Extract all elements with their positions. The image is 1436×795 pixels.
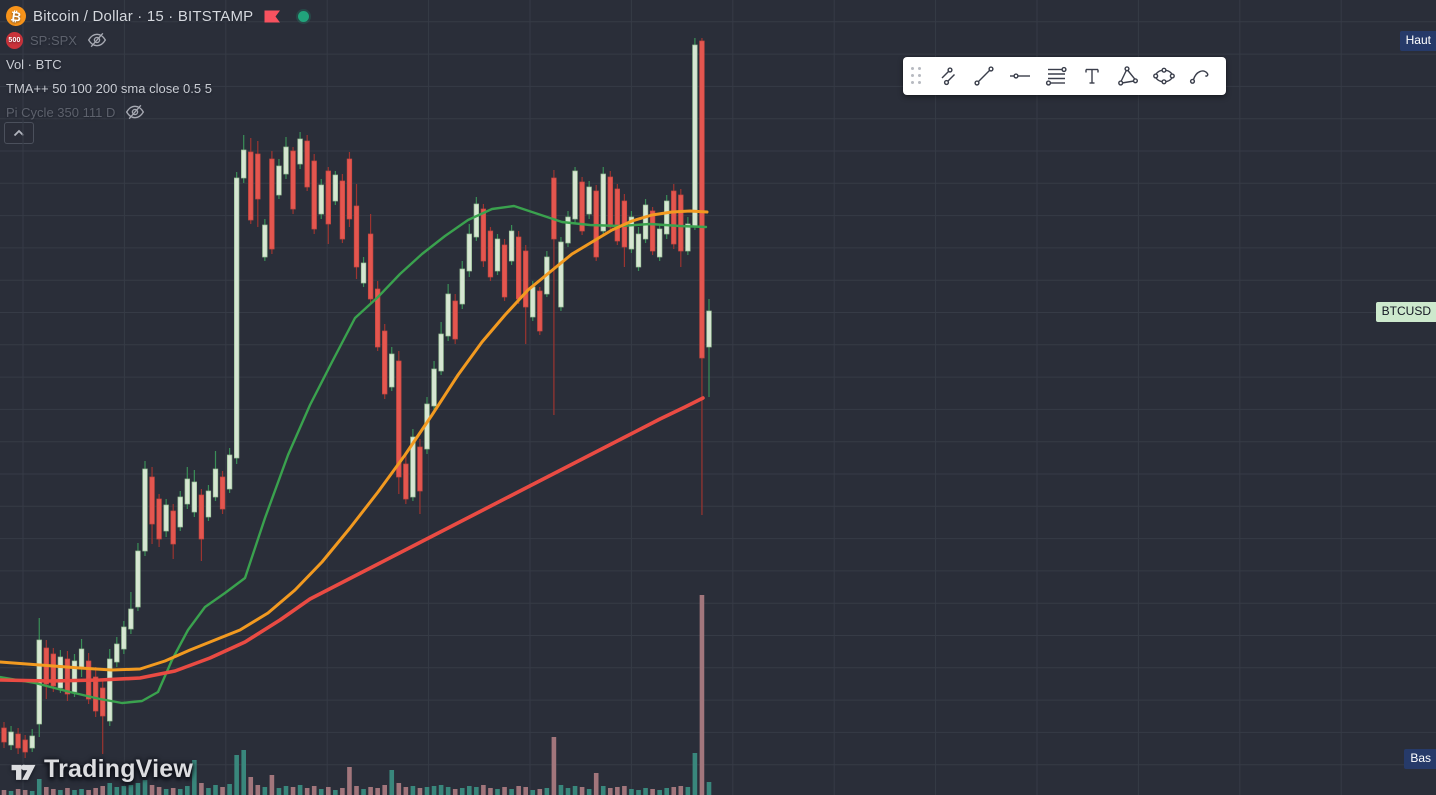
eye-hidden-icon[interactable]	[125, 102, 145, 122]
volume-layer	[1, 595, 712, 795]
ellipse-icon	[1153, 67, 1175, 85]
compare-symbol-row[interactable]: 500 SP:SPX	[6, 28, 309, 52]
chart-legend: ₿ Bitcoin / Dollar · 15 · BITSTAMP 500 S…	[4, 4, 310, 124]
drawing-toolbar	[903, 57, 1226, 95]
horizontal-line-icon	[1010, 73, 1030, 79]
fib-retracement-tool-button[interactable]	[1038, 60, 1074, 92]
bitcoin-icon: ₿	[4, 4, 28, 28]
trend-line-icon	[974, 66, 994, 86]
curve-icon	[1189, 70, 1209, 84]
fib-retracement-icon	[1045, 66, 1067, 86]
pi-cycle-indicator-label[interactable]: Pi Cycle 350 111 D	[6, 104, 116, 120]
triangle-tool-button[interactable]	[1110, 60, 1146, 92]
current-price-flag: BTCUSD	[1375, 302, 1436, 322]
text-tool-button[interactable]	[1074, 60, 1110, 92]
horizontal-line-tool-button[interactable]	[1002, 60, 1038, 92]
curve-tool-button[interactable]	[1182, 60, 1218, 92]
toolbar-drag-handle-icon[interactable]	[911, 67, 922, 85]
tradingview-logo-icon	[11, 764, 36, 780]
moving-averages-layer	[0, 204, 709, 705]
eye-hidden-icon[interactable]	[87, 30, 107, 50]
sma-100-line	[0, 209, 709, 672]
market-status-dot-icon[interactable]	[298, 10, 310, 22]
compare-symbol-label[interactable]: SP:SPX	[30, 32, 77, 48]
sma-200-line	[0, 396, 705, 683]
high-price-flag: Haut	[1399, 31, 1436, 51]
symbol-title[interactable]: Bitcoin / Dollar · 15 · BITSTAMP	[33, 7, 254, 25]
sp500-icon: 500	[6, 31, 23, 49]
flag-icon[interactable]	[264, 10, 281, 23]
symbol-title-row[interactable]: ₿ Bitcoin / Dollar · 15 · BITSTAMP	[4, 4, 310, 28]
parallel-channel-icon	[941, 67, 955, 86]
volume-indicator-row[interactable]: Vol · BTC	[6, 52, 309, 76]
triangle-icon	[1118, 66, 1138, 86]
sma-50-line	[0, 204, 708, 705]
candles-layer	[1, 38, 712, 758]
chevron-up-icon	[13, 129, 25, 137]
ellipse-tool-button[interactable]	[1146, 60, 1182, 92]
tradingview-watermark: TradingView	[10, 755, 193, 784]
volume-indicator-label[interactable]: Vol · BTC	[6, 56, 62, 72]
watermark-text: TradingView	[44, 755, 194, 783]
text-icon	[1085, 68, 1099, 84]
tma-indicator-label[interactable]: TMA++ 50 100 200 sma close 0.5 5	[6, 80, 212, 96]
trend-line-tool-button[interactable]	[966, 60, 1002, 92]
pi-cycle-indicator-row[interactable]: Pi Cycle 350 111 D	[6, 100, 309, 124]
low-price-flag: Bas	[1404, 749, 1436, 769]
parallel-channel-tool-button[interactable]	[930, 60, 966, 92]
collapse-legend-button[interactable]	[4, 122, 34, 144]
tma-indicator-row[interactable]: TMA++ 50 100 200 sma close 0.5 5	[6, 76, 309, 100]
